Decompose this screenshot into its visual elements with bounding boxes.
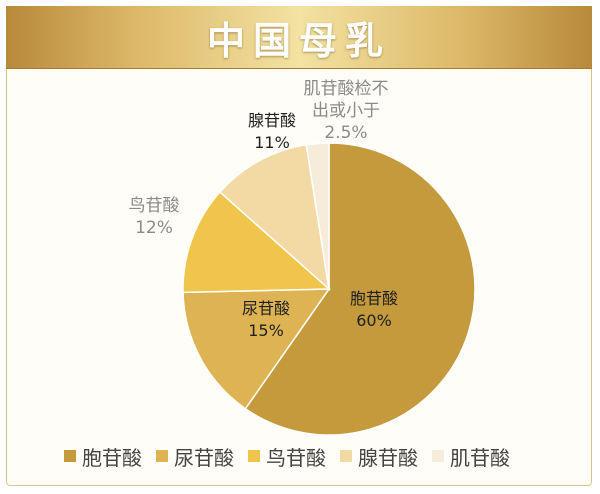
legend-label-uridylic: 尿苷酸 xyxy=(174,445,234,470)
legend-swatch-cytidylic xyxy=(64,450,76,462)
label-inosinic-line2: 出或小于 xyxy=(312,101,380,121)
label-uridylic-name: 尿苷酸 xyxy=(242,299,290,318)
chart-legend: 胞苷酸 尿苷酸 鸟苷酸 腺苷酸 肌苷酸 xyxy=(64,440,564,472)
label-guanylic-name: 鸟苷酸 xyxy=(129,196,180,216)
label-inosinic-line1: 肌苷酸检不 xyxy=(304,79,389,99)
legend-item-adenylic: 腺苷酸 xyxy=(340,442,418,471)
pie-slices xyxy=(182,142,476,436)
legend-item-cytidylic: 胞苷酸 xyxy=(64,442,142,471)
pie-slice-adenylic xyxy=(218,143,331,291)
legend-swatch-inosinic xyxy=(432,450,444,462)
legend-swatch-adenylic xyxy=(340,450,352,462)
legend-label-guanylic: 鸟苷酸 xyxy=(266,445,326,470)
legend-item-guanylic: 鸟苷酸 xyxy=(248,442,326,471)
legend-label-adenylic: 腺苷酸 xyxy=(358,445,418,470)
label-adenylic-value: 11% xyxy=(254,133,290,152)
legend-item-uridylic: 尿苷酸 xyxy=(156,442,234,471)
label-guanylic-value: 12% xyxy=(135,218,173,238)
pie-slice-guanylic xyxy=(182,190,331,294)
label-cytidylic-value: 60% xyxy=(356,311,392,330)
legend-label-cytidylic: 胞苷酸 xyxy=(82,445,142,470)
label-uridylic-value: 15% xyxy=(248,321,284,340)
pie-slice-cytidylic xyxy=(244,142,476,436)
label-inosinic-value: 2.5% xyxy=(324,123,367,143)
pie-slice-inosinic xyxy=(305,142,330,290)
label-cytidylic-name: 胞苷酸 xyxy=(350,289,398,308)
title-banner: 中国母乳 xyxy=(6,6,592,69)
pie-slice-uridylic xyxy=(182,288,331,410)
legend-swatch-guanylic xyxy=(248,450,260,462)
legend-label-inosinic: 肌苷酸 xyxy=(450,445,510,470)
label-adenylic-name: 腺苷酸 xyxy=(248,111,296,130)
chart-title: 中国母乳 xyxy=(206,18,391,63)
legend-swatch-uridylic xyxy=(156,450,168,462)
legend-item-inosinic: 肌苷酸 xyxy=(432,442,510,471)
